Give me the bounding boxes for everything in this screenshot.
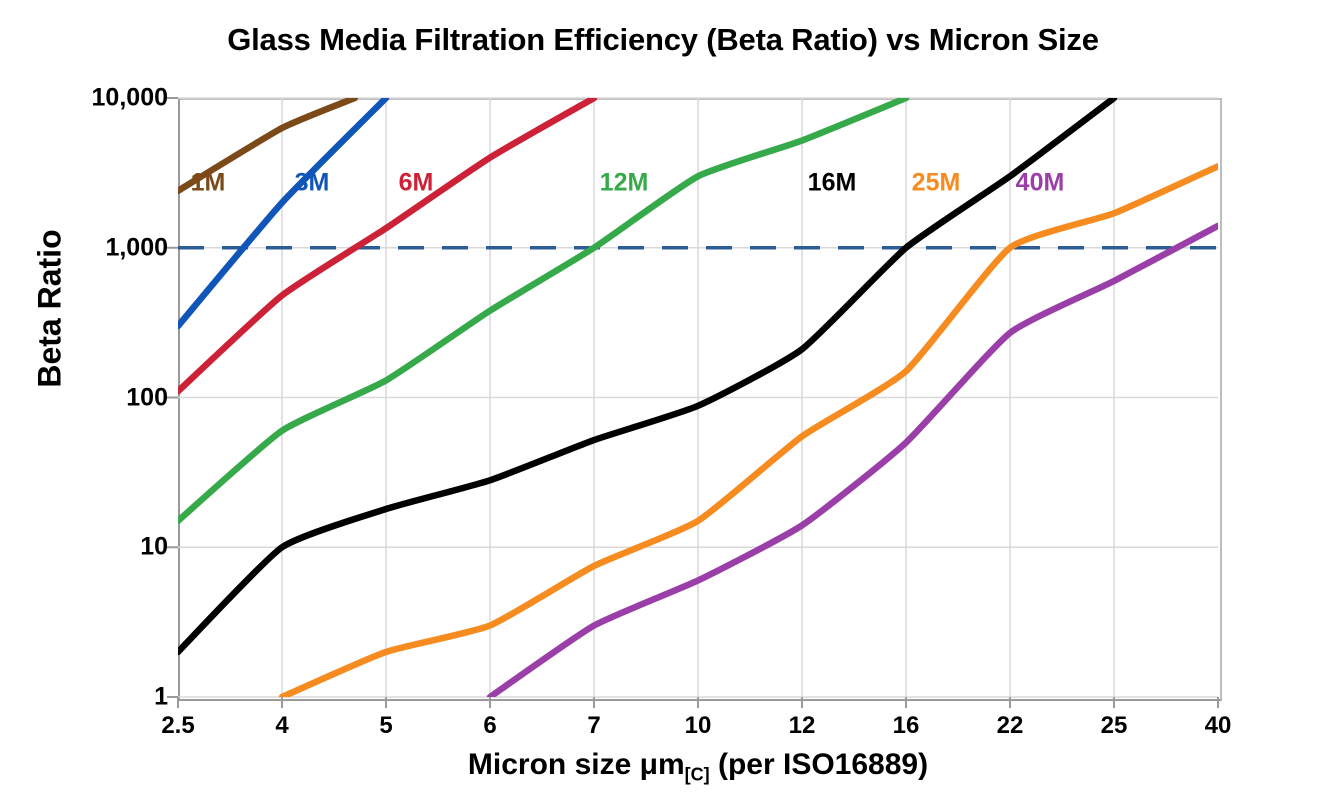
chart-title: Glass Media Filtration Efficiency (Beta … [227,22,1099,57]
y-tick-label: 10 [140,532,168,561]
x-tick-label: 10 [684,712,712,739]
series-line-6m [178,98,598,395]
x-tick-label: 40 [1204,712,1232,739]
x-tick-label: 22 [996,712,1024,739]
x-tick-label: 25 [1100,712,1128,739]
series-line-1m [178,98,359,195]
series-label-16m: 16M [807,168,857,197]
x-axis-title-sub: [C] [684,764,710,785]
plot-area [178,98,1222,701]
series-lines [178,98,1218,697]
series-label-1m: 1M [190,168,226,197]
chart-svg [167,97,1219,708]
y-tick-label: 100 [126,383,168,411]
x-tick-label: 4 [275,712,289,739]
series-line-25m [278,163,1218,697]
axis-ticks [167,97,1219,708]
y-tick-label: 1,000 [105,233,168,262]
y-axis-title: Beta Ratio [31,229,68,388]
x-axis-title: Micron size μm[C] (per ISO16889) [178,748,1218,785]
series-line-12m [178,98,910,525]
y-tick-label: 1 [154,682,168,711]
x-axis-title-main: Micron size μm [467,748,685,781]
x-axis-title-tail: (per ISO16889) [709,748,929,781]
series-line-40m [486,222,1218,697]
series-label-6m: 6M [398,168,434,197]
series-label-3m: 3M [294,168,330,197]
series-label-12m: 12M [599,168,649,197]
series-label-40m: 40M [1015,168,1065,197]
x-tick-label: 12 [788,712,816,739]
series-line-3m [178,98,390,330]
series-line-16m [178,98,1118,656]
x-tick-label: 16 [892,712,920,739]
x-tick-label: 6 [483,712,497,739]
y-tick-label: 10,000 [91,83,168,112]
x-tick-label: 5 [379,712,393,739]
x-tick-label: 7 [587,712,601,739]
series-label-25m: 25M [911,168,961,197]
x-tick-label: 2.5 [161,712,195,739]
